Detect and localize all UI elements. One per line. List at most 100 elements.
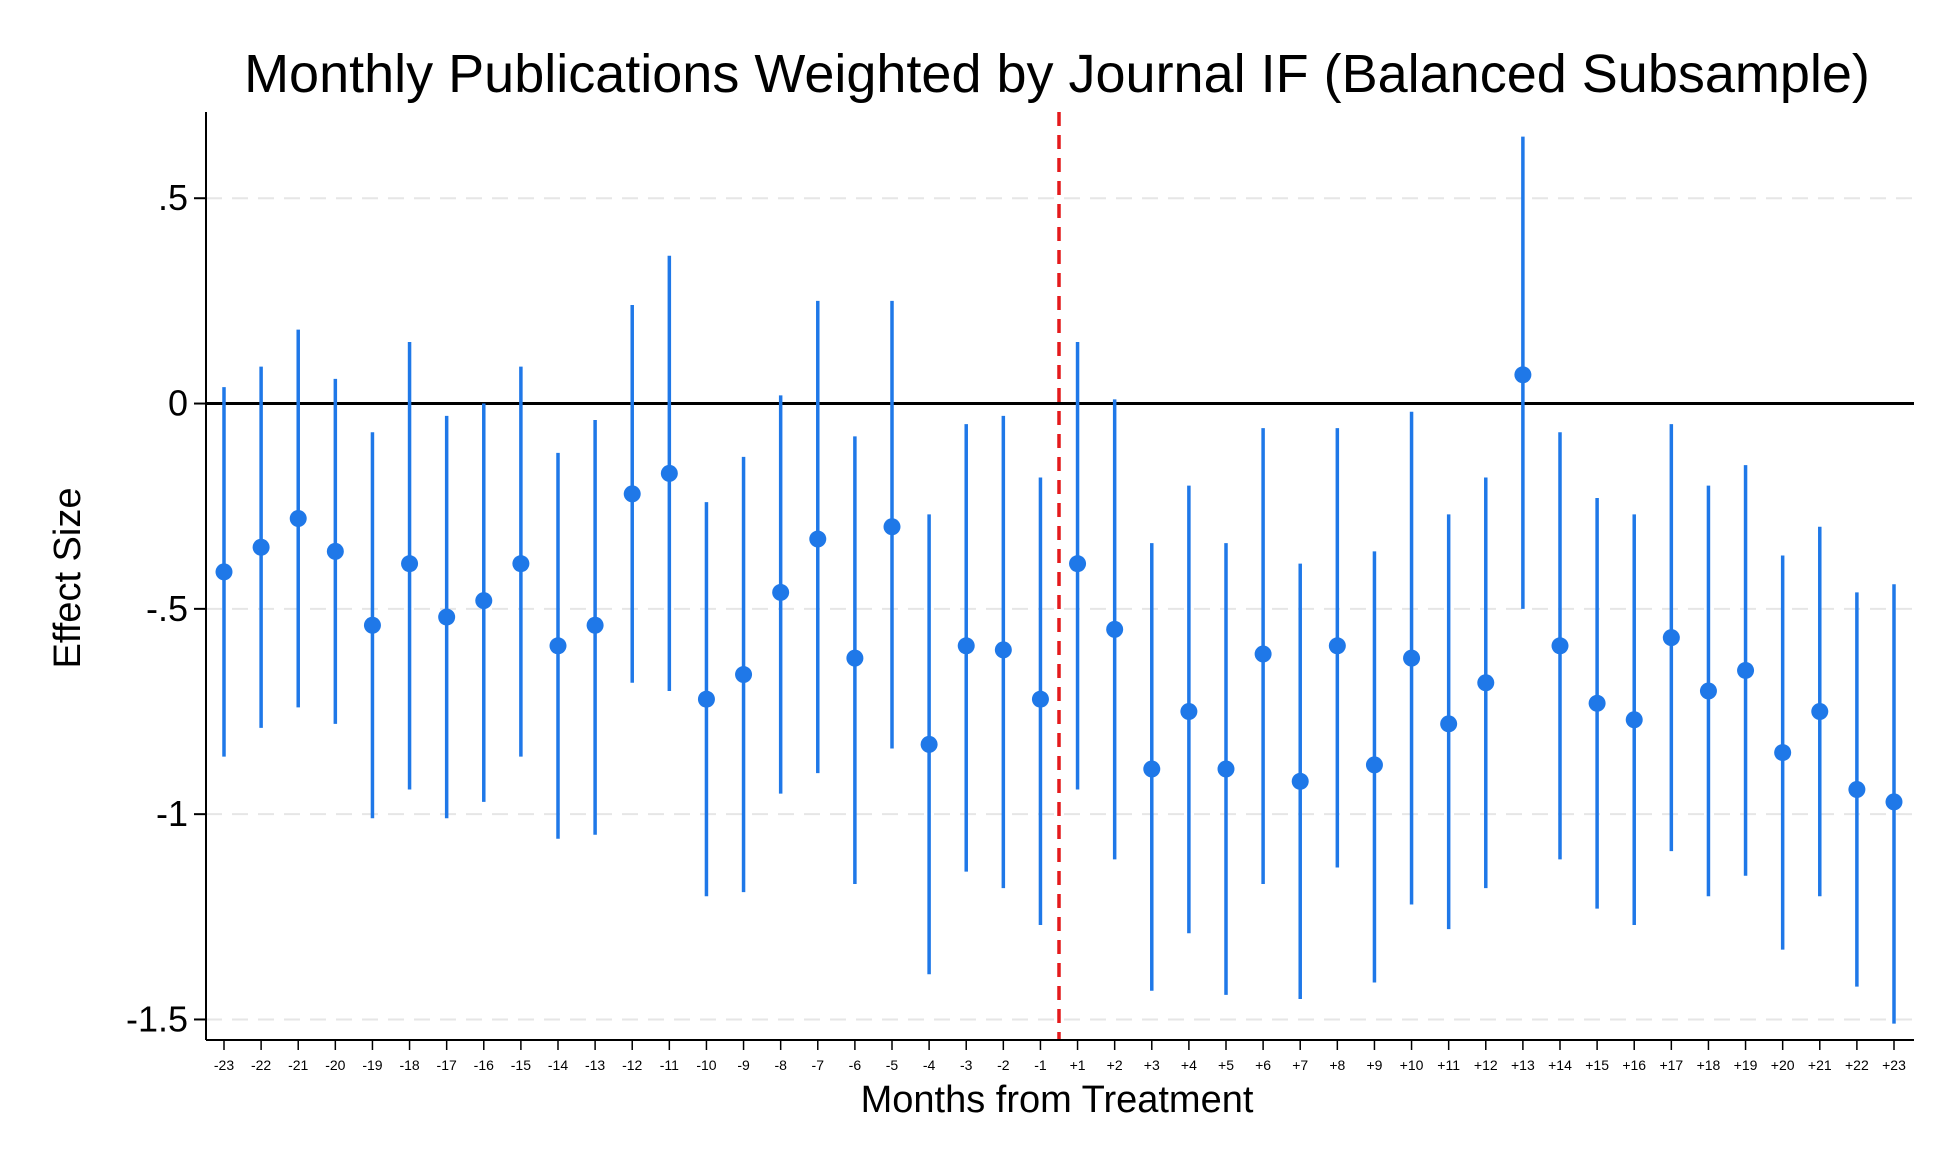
x-tick-label: -16 xyxy=(474,1057,494,1073)
x-tick-label: -3 xyxy=(960,1057,973,1073)
point-estimate xyxy=(846,649,864,667)
x-tick-label: +21 xyxy=(1808,1057,1832,1073)
x-tick-label: +20 xyxy=(1771,1057,1795,1073)
x-tick-label: +2 xyxy=(1107,1057,1123,1073)
x-tick-label: +10 xyxy=(1400,1057,1424,1073)
point-estimate xyxy=(1180,703,1198,721)
point-estimate xyxy=(1848,781,1866,799)
reference-lines xyxy=(206,112,1914,1040)
x-tick-label: -6 xyxy=(849,1057,862,1073)
y-tick-label: -.5 xyxy=(146,588,188,629)
point-estimate xyxy=(1143,760,1161,778)
x-tick-label: +14 xyxy=(1548,1057,1572,1073)
point-estimate xyxy=(1551,637,1569,655)
x-tick-label: -11 xyxy=(660,1057,679,1073)
point-estimate xyxy=(994,641,1012,659)
x-tick-label: +7 xyxy=(1292,1057,1308,1073)
point-estimate xyxy=(326,542,344,560)
x-tick-label: -10 xyxy=(696,1057,716,1073)
x-axis-label: Months from Treatment xyxy=(861,1079,1254,1121)
x-tick-label: +12 xyxy=(1474,1057,1498,1073)
point-estimate xyxy=(549,637,567,655)
x-tick-label: -8 xyxy=(774,1057,787,1073)
x-tick-label: +18 xyxy=(1697,1057,1721,1073)
x-tick-label: +4 xyxy=(1181,1057,1197,1073)
y-tick-label: -1.5 xyxy=(126,998,188,1039)
x-tick-label: +8 xyxy=(1329,1057,1345,1073)
x-tick-label: +11 xyxy=(1437,1057,1460,1073)
point-estimate xyxy=(1254,645,1272,663)
point-estimate xyxy=(512,555,530,573)
x-tick-label: -18 xyxy=(399,1057,419,1073)
y-tick-labels: .5 0 -.5 -1 -1.5 xyxy=(126,177,188,1039)
point-estimate xyxy=(920,735,938,753)
x-tick-label: -19 xyxy=(362,1057,382,1073)
x-tick-label: +13 xyxy=(1511,1057,1535,1073)
point-estimate xyxy=(623,485,641,503)
x-tick-label: +15 xyxy=(1585,1057,1609,1073)
point-estimate xyxy=(1588,694,1606,712)
x-tick-label: +16 xyxy=(1622,1057,1646,1073)
x-tick-label: +1 xyxy=(1070,1057,1086,1073)
point-estimate xyxy=(1885,793,1903,811)
point-estimate xyxy=(1774,744,1792,762)
x-tick-label: -2 xyxy=(997,1057,1010,1073)
x-tick-label: -5 xyxy=(886,1057,899,1073)
point-estimate xyxy=(735,666,753,684)
point-estimate xyxy=(1217,760,1235,778)
point-estimate xyxy=(1514,366,1532,384)
point-estimate xyxy=(1403,649,1421,667)
x-tick-label: +6 xyxy=(1255,1057,1271,1073)
x-tick-label: -9 xyxy=(737,1057,750,1073)
x-tick-label: +9 xyxy=(1366,1057,1382,1073)
x-tick-label: -14 xyxy=(548,1057,568,1073)
x-tick-label: +22 xyxy=(1845,1057,1869,1073)
x-tick-labels: -23 -22 -21 -20 -19 -18 -17 -16 -15 -14 -13 -12 -11 -… xyxy=(214,1057,1906,1073)
point-estimate xyxy=(289,510,307,528)
x-tick-label: -20 xyxy=(325,1057,345,1073)
point-estimate xyxy=(1106,620,1124,638)
point-estimate xyxy=(1069,555,1087,573)
y-tick-label: -1 xyxy=(156,793,188,834)
x-tick-label: -4 xyxy=(923,1057,936,1073)
x-tick-label: -13 xyxy=(585,1057,605,1073)
point-estimate xyxy=(1365,756,1383,774)
point-estimate xyxy=(215,563,233,581)
series-layer xyxy=(215,136,1903,1024)
x-tick-label: -21 xyxy=(288,1057,308,1073)
x-tick-label: +5 xyxy=(1218,1057,1234,1073)
point-estimate xyxy=(1031,690,1049,708)
point-estimate xyxy=(1699,682,1717,700)
point-estimate xyxy=(401,555,419,573)
x-tick-label: -12 xyxy=(622,1057,642,1073)
x-tick-label: +3 xyxy=(1144,1057,1160,1073)
x-tick-label: -1 xyxy=(1034,1057,1047,1073)
x-tick-label: +19 xyxy=(1734,1057,1758,1073)
x-tick-label: -17 xyxy=(437,1057,457,1073)
point-estimate xyxy=(1662,629,1680,647)
point-estimate xyxy=(1440,715,1458,733)
point-estimate xyxy=(697,690,715,708)
y-tick-label: .5 xyxy=(158,177,188,218)
point-estimate xyxy=(438,608,456,626)
x-tick-label: -22 xyxy=(251,1057,271,1073)
point-estimate xyxy=(252,538,270,556)
point-estimate xyxy=(883,518,901,536)
y-tick-label: 0 xyxy=(168,383,188,424)
point-estimate xyxy=(475,592,493,610)
point-estimate xyxy=(660,464,678,482)
point-estimate xyxy=(363,616,381,634)
point-estimate xyxy=(1477,674,1495,692)
point-estimate xyxy=(1737,661,1755,679)
x-tick-label: -15 xyxy=(511,1057,531,1073)
point-estimate xyxy=(1811,703,1829,721)
point-estimate xyxy=(586,616,604,634)
axes xyxy=(194,112,1914,1050)
point-estimate xyxy=(1625,711,1643,729)
chart-title: Monthly Publications Weighted by Journal… xyxy=(244,44,1870,104)
x-tick-label: +23 xyxy=(1882,1057,1906,1073)
point-estimate xyxy=(809,530,827,548)
point-estimate xyxy=(772,583,790,601)
y-axis-label: Effect Size xyxy=(47,488,89,669)
